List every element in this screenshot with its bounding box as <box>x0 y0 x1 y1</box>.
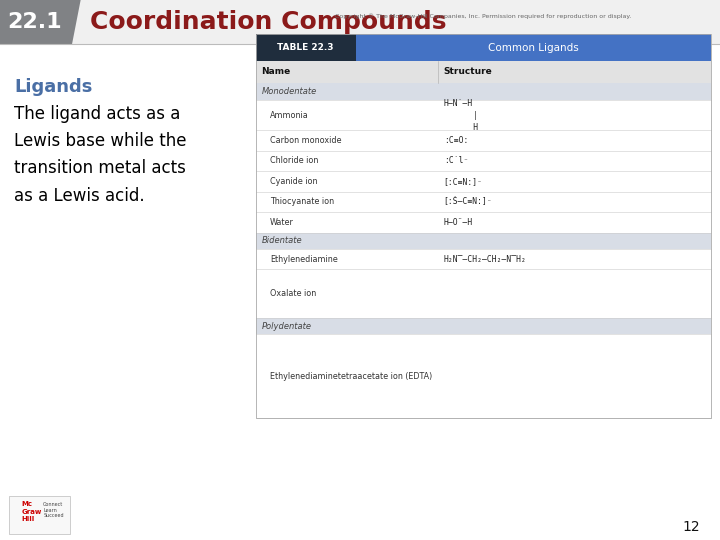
Text: Learn: Learn <box>43 508 57 512</box>
Text: Ligands: Ligands <box>14 78 93 96</box>
Bar <box>256 192 711 212</box>
Text: Chloride ion: Chloride ion <box>270 157 318 165</box>
Bar <box>256 83 711 100</box>
Text: Thiocyanate ion: Thiocyanate ion <box>270 198 334 206</box>
Text: 12: 12 <box>683 519 701 534</box>
Polygon shape <box>0 0 81 44</box>
Bar <box>256 318 711 334</box>
Text: :Ċl⁻: :Ċl⁻ <box>444 157 468 165</box>
Text: Bidentate: Bidentate <box>261 237 302 245</box>
Text: Structure: Structure <box>444 68 492 76</box>
Bar <box>256 233 711 249</box>
Text: Common Ligands: Common Ligands <box>488 43 579 52</box>
Text: H₂N̅–CH₂–CH₂–N̅H₂: H₂N̅–CH₂–CH₂–N̅H₂ <box>444 255 526 264</box>
Text: Carbon monoxide: Carbon monoxide <box>270 136 341 145</box>
Text: Connect: Connect <box>43 502 63 507</box>
Bar <box>256 34 711 418</box>
Bar <box>9 496 70 534</box>
Bar <box>256 212 711 233</box>
Text: Mc: Mc <box>22 501 32 507</box>
Bar <box>256 34 356 61</box>
Bar <box>256 334 711 418</box>
Bar <box>256 171 711 192</box>
Bar <box>256 34 711 61</box>
Text: [:C≡N:]⁻: [:C≡N:]⁻ <box>444 177 482 186</box>
Bar <box>256 249 711 269</box>
Text: Oxalate ion: Oxalate ion <box>270 289 316 298</box>
Text: Monodentate: Monodentate <box>261 87 317 96</box>
Text: :C≡O:: :C≡O: <box>444 136 468 145</box>
Bar <box>256 269 711 318</box>
Text: [:Ṡ–C≡N:]⁻: [:Ṡ–C≡N:]⁻ <box>444 198 492 206</box>
Bar <box>256 61 711 83</box>
Text: Cyanide ion: Cyanide ion <box>270 177 318 186</box>
Text: Hill: Hill <box>22 516 35 522</box>
Text: Polydentate: Polydentate <box>261 322 311 330</box>
Text: Water: Water <box>270 218 294 227</box>
Text: Succeed: Succeed <box>43 513 64 518</box>
Bar <box>256 130 711 151</box>
Text: H–Ö–H: H–Ö–H <box>444 218 473 227</box>
Text: The ligand acts as a
Lewis base while the
transition metal acts
as a Lewis acid.: The ligand acts as a Lewis base while th… <box>14 105 187 205</box>
Text: Ethylenediaminetetraacetate ion (EDTA): Ethylenediaminetetraacetate ion (EDTA) <box>270 372 432 381</box>
Text: Ammonia: Ammonia <box>270 111 309 120</box>
Bar <box>256 100 711 130</box>
Text: Ethylenediamine: Ethylenediamine <box>270 255 338 264</box>
Text: Copyright © The McGraw-Hill Companies, Inc. Permission required for reproduction: Copyright © The McGraw-Hill Companies, I… <box>336 14 631 19</box>
Bar <box>256 151 711 171</box>
Text: H–Ṅ–H
      |
      H: H–Ṅ–H | H <box>444 99 478 132</box>
Text: Coordination Compounds: Coordination Compounds <box>90 10 446 34</box>
Text: Name: Name <box>261 68 291 76</box>
Bar <box>0 0 720 44</box>
Text: Graw: Graw <box>22 509 42 515</box>
Text: TABLE 22.3: TABLE 22.3 <box>277 43 334 52</box>
Text: 22.1: 22.1 <box>7 12 62 32</box>
